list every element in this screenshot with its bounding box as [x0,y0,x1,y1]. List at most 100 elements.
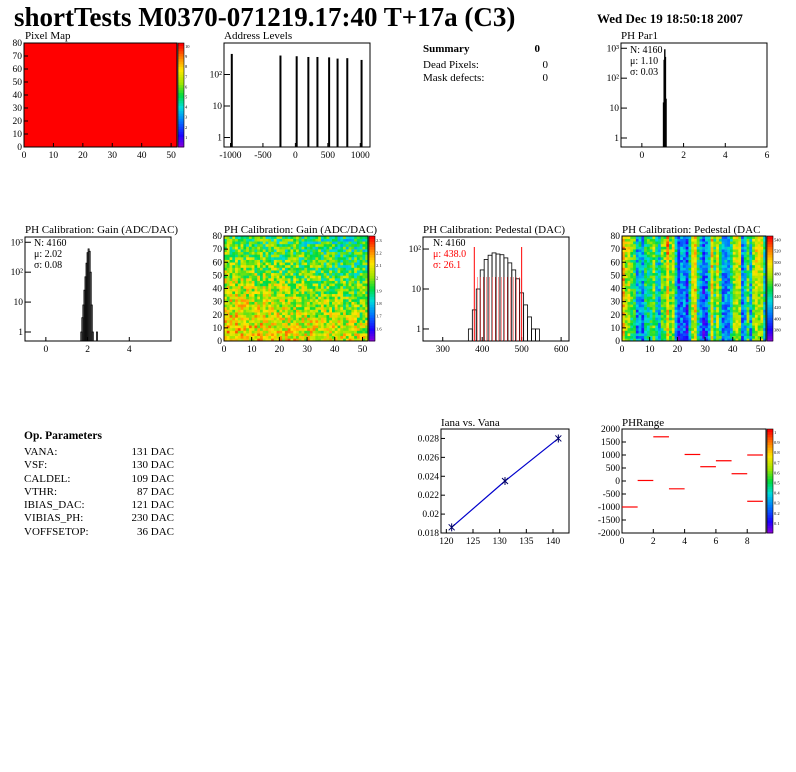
pedestal-map-cell [633,301,637,305]
pedestal-map-cell [752,293,756,297]
pedestal-map-cell [713,278,717,281]
pedestal-map-cell [669,320,673,323]
gain-map-cell [260,309,264,313]
gain-map-cell [246,327,250,331]
pedestal-map-cell [688,264,692,268]
pedestal-map-cell [680,270,684,274]
gain-map-cell [345,254,349,258]
pedestal-map-cell [707,327,711,331]
pedestal-map-cell [760,275,764,279]
pedestal-map-cell [624,330,628,334]
pedestal-map-cell [741,275,745,279]
pedestal-map-palette-band [767,330,773,334]
pedestal-map-cell [743,309,747,313]
gain-map-cell [301,327,305,331]
pedestal-map-cell [641,288,645,292]
pedestal-map-cell [660,236,664,239]
gain-map-cell [260,301,264,305]
pedestal-map-cell [757,257,761,260]
pedestal-map-cell [760,330,764,334]
gain-map-cell [345,301,349,305]
pedestal-map-cell [749,296,753,300]
pedestal-map-cell [705,330,709,334]
gain-map-cell [224,270,228,274]
pedestal-map-cell [732,333,736,337]
gain-map-cell [362,278,366,281]
pedestal-map-cell [646,275,650,279]
gain-map-cell [237,238,241,242]
pedestal-map-cell [752,283,756,287]
gain-map-cell [262,327,266,331]
gain-map-cell [229,236,233,239]
gain-map-cell [334,320,338,323]
gain-map-cell [356,312,360,316]
pedestal-map-cell [666,301,670,305]
gain-map-cell [287,270,291,274]
pedestal-map-cell [721,291,725,295]
pedestal-map-cell [652,257,656,260]
pedestal-map-cell [735,241,739,245]
gain-map-palette-band [369,238,375,242]
pedestal-map-cell [682,278,686,281]
pixel-map-palette-band [178,128,184,132]
pedestal-map-cell [674,335,678,339]
pedestal-map-cell [635,246,639,250]
pedestal-map-cell [749,280,753,284]
pedestal-map-cell [730,338,734,342]
pedestal-map-cell [691,306,695,310]
pedestal-map-cell [754,241,758,245]
pedestal-map-cell [635,241,639,245]
pedestal-map-cell [754,272,758,276]
pedestal-map-cell [718,330,722,334]
gain-map-cell [268,280,272,284]
pixel-map-palette-band [178,113,184,117]
y-tick-label: 50 [611,271,621,281]
pedestal-map-cell [658,312,662,316]
gain-map-cell [315,293,319,297]
pedestal-map-cell [724,243,728,247]
gain-map-cell [235,317,239,321]
pedestal-map-cell [635,314,639,318]
gain-map-cell [237,293,241,297]
gain-map-cell [332,236,336,239]
pedestal-map-cell [646,317,650,321]
gain-map-cell [282,296,286,300]
pedestal-map-palette-band [767,320,773,324]
pedestal-map-cell [760,296,764,300]
gain-map-cell [326,296,330,300]
pedestal-map-cell [707,267,711,271]
gain-map-cell [276,299,280,302]
pedestal-map-cell [746,241,750,245]
pedestal-map-palette-band [767,327,773,331]
pedestal-map-cell [669,249,673,253]
gain-map-cell [343,306,347,310]
pedestal-map-cell [658,236,662,239]
gain-map-cell [257,312,261,316]
gain-map-cell [348,320,352,323]
gain-map-cell [293,320,297,323]
gain-map-cell [320,304,324,308]
pedestal-map-cell [666,299,670,302]
gain-map-cell [340,333,344,337]
gain-map-cell [262,301,266,305]
gain-map-cell [343,236,347,239]
pedestal-map-cell [633,338,637,342]
pedestal-map-cell [721,241,725,245]
pedestal-map-cell [716,293,720,297]
pedestal-map-cell [688,325,692,329]
gain-map-cell [243,251,247,255]
pedestal-map-cell [685,257,689,260]
gain-map-cell [232,293,236,297]
pedestal-map-cell [752,333,756,337]
pedestal-map-cell [716,283,720,287]
pedestal-map-cell [727,306,731,310]
pedestal-map-cell [691,262,695,266]
pedestal-map-cell [655,278,659,281]
gain-map-cell [262,257,266,260]
pedestal-map-cell [746,291,750,295]
gain-map-cell [329,322,333,326]
pedestal-map-cell [710,296,714,300]
gain-map-cell [248,285,252,289]
address-peak [295,56,298,147]
pedestal-map-cell [699,243,703,247]
